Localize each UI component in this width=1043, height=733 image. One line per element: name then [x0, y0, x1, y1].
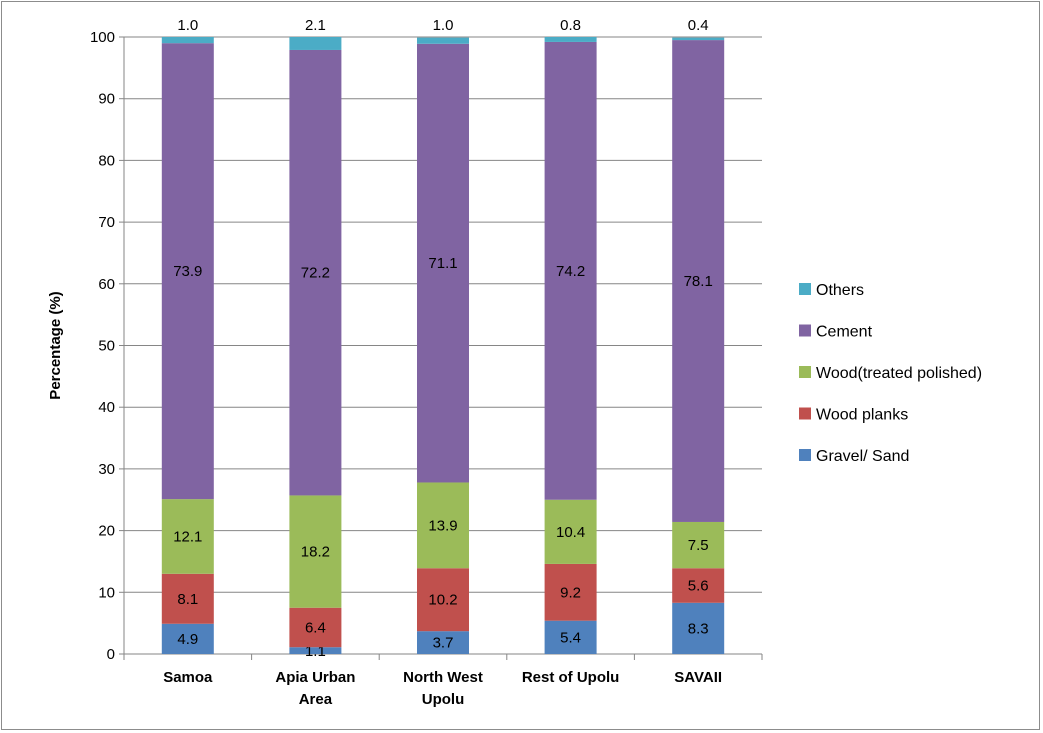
bar-segment: [417, 43, 469, 483]
bar-segment: [417, 482, 469, 569]
bar-segment: [544, 620, 597, 654]
bar-segment: [161, 37, 214, 44]
y-tick-label: 40: [98, 399, 115, 416]
y-tick-label: 0: [107, 646, 115, 663]
bar-segment: [417, 37, 469, 44]
bar-segment: [289, 495, 342, 608]
x-category-label: Area: [299, 691, 333, 708]
data-label: 13.9: [428, 517, 457, 534]
bar-segment: [161, 43, 214, 500]
bar-segment: [544, 563, 597, 621]
legend-label: Cement: [816, 324, 873, 341]
legend-swatch: [799, 407, 811, 420]
data-label: 5.6: [688, 578, 709, 595]
bar-segment: [289, 647, 342, 654]
bar-segment: [672, 521, 725, 569]
data-label: 1.1: [305, 643, 326, 660]
bar-segment: [544, 37, 597, 42]
bar-segment: [544, 41, 597, 500]
y-tick-label: 100: [90, 29, 115, 46]
data-label: 0.8: [560, 17, 581, 34]
y-tick-label: 50: [98, 338, 115, 355]
x-category-label: Upolu: [422, 691, 465, 708]
bar-segment: [672, 602, 725, 654]
bar-segment: [672, 40, 725, 522]
data-label: 10.2: [428, 592, 457, 609]
data-label: 0.4: [688, 17, 709, 34]
y-tick-label: 30: [98, 461, 115, 478]
legend-label: Others: [816, 282, 864, 299]
bar-segment: [417, 631, 469, 654]
bar-segment: [672, 37, 725, 41]
y-tick-label: 20: [98, 523, 115, 540]
legend-swatch: [799, 324, 811, 337]
bar-segment: [544, 499, 597, 564]
bar-segment: [161, 623, 214, 654]
data-label: 8.3: [688, 620, 709, 637]
bar-segment: [289, 49, 342, 496]
bar-segment: [161, 573, 214, 624]
legend-swatch: [799, 366, 811, 378]
bar-segment: [161, 499, 214, 574]
legend-label: Wood(treated polished): [816, 365, 982, 382]
legend-swatch: [799, 449, 811, 461]
data-label: 10.4: [556, 524, 585, 541]
bar-segment: [289, 37, 342, 50]
x-category-label: Rest of Upolu: [522, 669, 620, 686]
y-tick-label: 80: [98, 152, 115, 169]
data-label: 71.1: [428, 255, 457, 272]
data-label: 3.7: [433, 635, 454, 652]
data-label: 6.4: [305, 619, 326, 636]
bar-segment: [417, 568, 469, 632]
x-category-label: Samoa: [163, 669, 213, 686]
x-category-label: North West: [403, 669, 483, 686]
legend-label: Gravel/ Sand: [816, 448, 909, 465]
legend-swatch: [799, 283, 811, 295]
bar-segment: [672, 568, 725, 603]
data-label: 2.1: [305, 17, 326, 34]
y-tick-label: 10: [98, 584, 115, 601]
y-tick-label: 60: [98, 276, 115, 293]
y-axis-title: Percentage (%): [47, 291, 64, 399]
data-label: 9.2: [560, 584, 581, 601]
data-label: 74.2: [556, 263, 585, 280]
x-category-label: SAVAII: [674, 669, 722, 686]
data-label: 73.9: [173, 263, 202, 280]
data-label: 12.1: [173, 528, 202, 545]
y-tick-label: 70: [98, 214, 115, 231]
data-label: 4.9: [177, 631, 198, 648]
data-label: 7.5: [688, 537, 709, 554]
data-label: 8.1: [177, 591, 198, 608]
data-label: 1.0: [177, 17, 198, 34]
legend-label: Wood planks: [816, 407, 908, 424]
bar-segment: [289, 607, 342, 648]
x-category-label: Apia Urban: [275, 669, 355, 686]
data-label: 1.0: [433, 17, 454, 34]
y-tick-label: 90: [98, 91, 115, 108]
data-label: 18.2: [301, 544, 330, 561]
data-label: 5.4: [560, 629, 581, 646]
data-label: 78.1: [684, 273, 713, 290]
data-label: 72.2: [301, 265, 330, 282]
